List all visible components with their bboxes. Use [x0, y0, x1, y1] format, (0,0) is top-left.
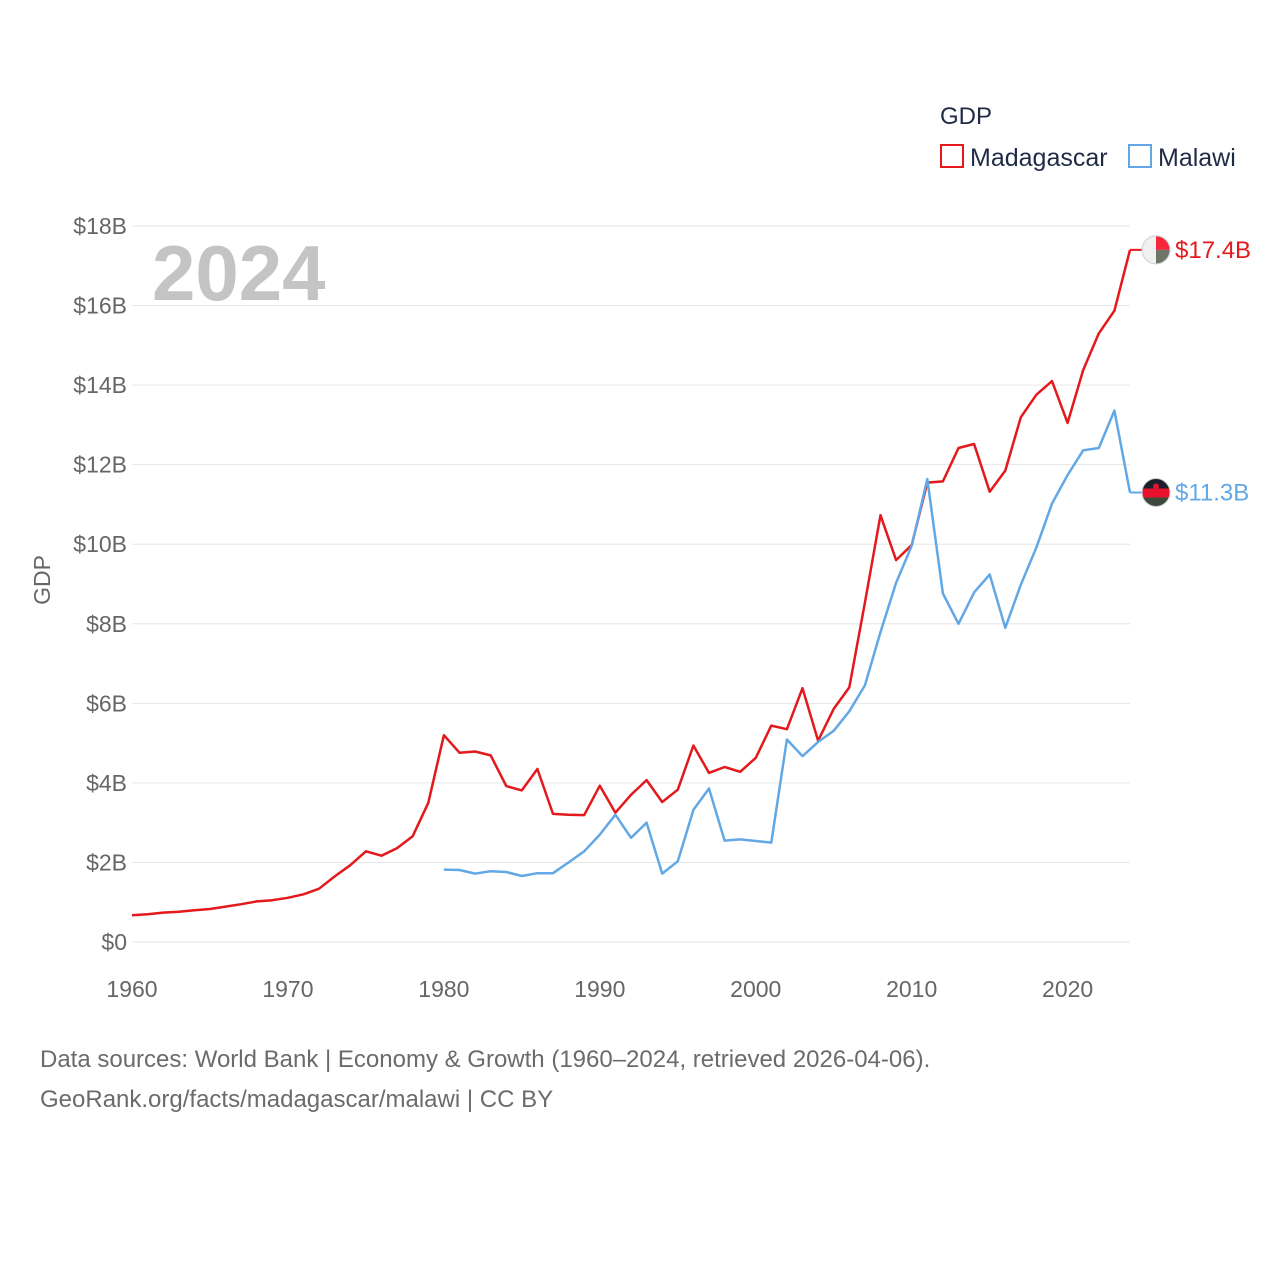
footer-source-link[interactable]: GeoRank.org/facts/madagascar/malawi | CC…	[40, 1086, 554, 1113]
x-tick-label: 2000	[730, 976, 781, 1002]
y-tick-label: $18B	[73, 213, 127, 239]
y-axis-ticks: $0 $2B $4B $6B $8B $10B $12B $14B $16B $18B	[73, 213, 127, 955]
legend-item-malawi[interactable]: Malawi	[1128, 144, 1236, 172]
y-tick-label: $16B	[73, 293, 127, 319]
series-layer	[131, 249, 1132, 917]
x-tick-label: 1970	[262, 976, 313, 1002]
x-tick-label: 2010	[886, 976, 937, 1002]
y-tick-label: $12B	[73, 452, 127, 478]
y-tick-label: $14B	[73, 372, 127, 398]
y-tick-label: $0	[101, 929, 127, 955]
x-axis-ticks: 1960 1970 1980 1990 2000 2010 2020	[106, 976, 1093, 1002]
legend: GDP Madagascar Malawi	[940, 103, 1236, 172]
y-axis-title: GDP	[29, 555, 55, 605]
legend-item-madagascar[interactable]: Madagascar	[940, 144, 1108, 172]
series-line-malawi[interactable]	[443, 409, 1132, 878]
legend-title: GDP	[940, 103, 992, 130]
end-markers: $17.4B $11.3B	[1130, 235, 1251, 508]
legend-label-madagascar: Madagascar	[970, 144, 1108, 172]
x-tick-label: 1990	[574, 976, 625, 1002]
legend-swatch-malawi	[1128, 144, 1152, 168]
x-tick-label: 1980	[418, 976, 469, 1002]
y-tick-label: $6B	[86, 690, 127, 716]
series-line-madagascar[interactable]	[131, 249, 1132, 917]
y-tick-label: $2B	[86, 849, 127, 875]
end-label-malawi: $11.3B	[1175, 480, 1249, 507]
grid-lines	[132, 225, 1130, 943]
y-tick-label: $8B	[86, 611, 127, 637]
legend-swatch-madagascar	[940, 144, 964, 168]
x-tick-label: 2020	[1042, 976, 1093, 1002]
y-tick-label: $10B	[73, 531, 127, 557]
legend-label-malawi: Malawi	[1158, 144, 1236, 172]
year-label: 2024	[152, 229, 326, 317]
flag-icon-madagascar	[1141, 235, 1171, 265]
x-tick-label: 1960	[106, 976, 157, 1002]
flag-icon-malawi	[1141, 478, 1171, 508]
footer-data-sources: Data sources: World Bank | Economy & Gro…	[40, 1046, 931, 1073]
end-label-madagascar: $17.4B	[1175, 237, 1251, 264]
y-tick-label: $4B	[86, 770, 127, 796]
footer: Data sources: World Bank | Economy & Gro…	[40, 1040, 930, 1120]
